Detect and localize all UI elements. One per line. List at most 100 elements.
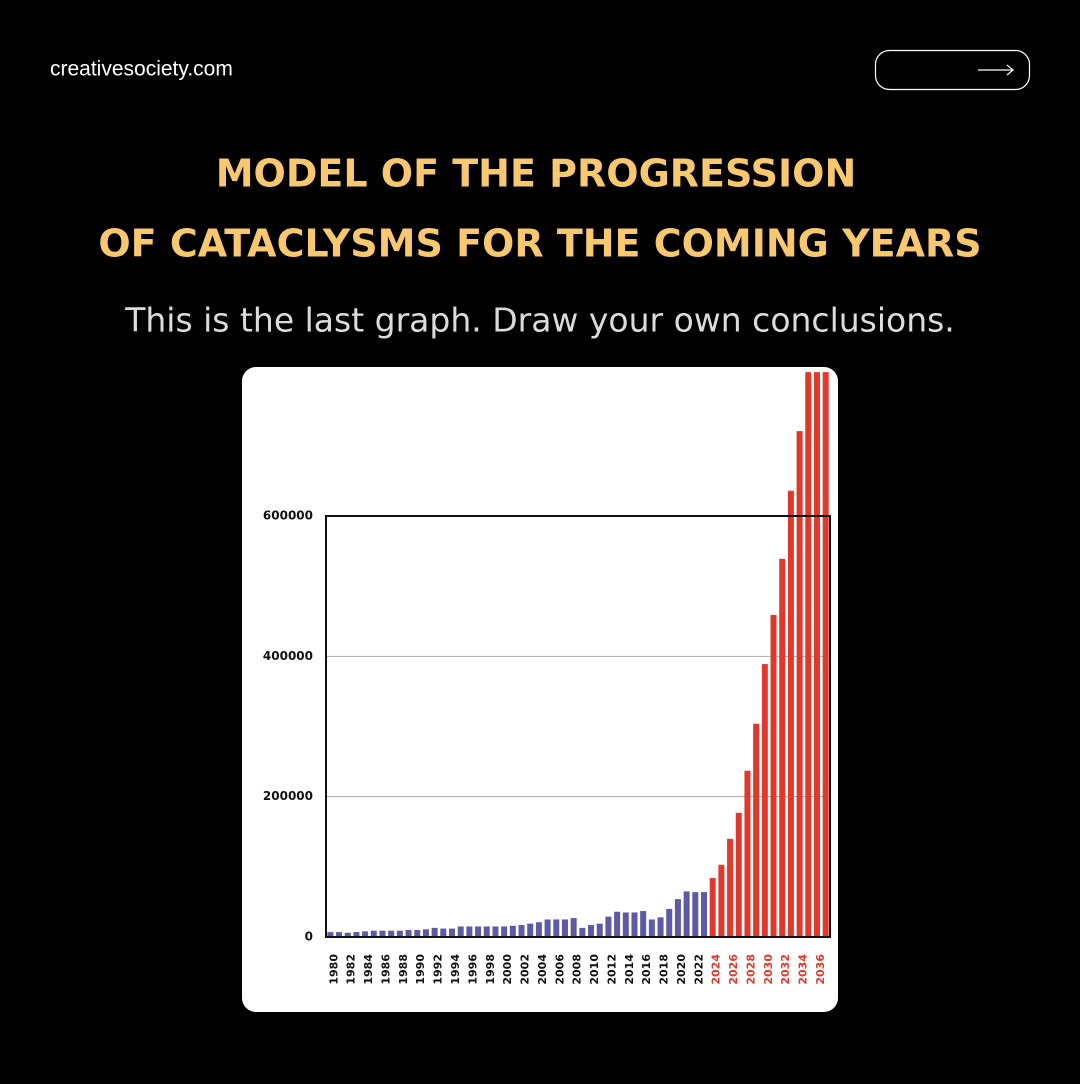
bar	[709, 878, 716, 937]
x-tick-label: 1988	[397, 954, 410, 985]
bar	[518, 925, 525, 937]
bar	[466, 926, 473, 937]
x-tick-label: 1992	[432, 954, 445, 985]
bar	[501, 926, 508, 937]
bar	[553, 919, 560, 937]
bar	[666, 908, 673, 937]
bar	[787, 490, 794, 937]
bar	[440, 928, 447, 937]
bar	[370, 930, 377, 937]
bar	[622, 912, 629, 937]
title-line: MODEL OF THE PROGRESSION	[216, 152, 857, 196]
bar	[509, 925, 516, 937]
site-name: creativesociety.com	[50, 58, 233, 81]
bar	[561, 919, 568, 937]
bar	[336, 932, 343, 937]
bar	[327, 932, 334, 937]
bar	[692, 892, 699, 937]
bar	[379, 930, 386, 937]
x-tick-label: 2014	[623, 954, 636, 985]
bar	[588, 925, 595, 937]
bar	[483, 926, 490, 937]
x-tick-label: 2010	[588, 954, 601, 985]
bar	[744, 770, 751, 937]
plot-frame	[325, 515, 831, 938]
bar	[779, 558, 786, 937]
bar	[422, 929, 429, 937]
x-tick-label: 2002	[519, 954, 532, 985]
x-tick-label: 2032	[779, 954, 792, 985]
x-tick-label: 1996	[466, 954, 479, 985]
bar	[396, 930, 403, 937]
bar	[822, 372, 829, 937]
bar	[457, 926, 464, 937]
y-tick-label: 200000	[263, 789, 313, 803]
x-tick-label: 1994	[449, 954, 462, 985]
bar	[362, 931, 369, 937]
y-tick-label: 600000	[263, 509, 313, 523]
x-tick-label: 1990	[414, 954, 427, 985]
y-tick-label: 400000	[263, 649, 313, 663]
x-tick-label: 1980	[327, 954, 340, 985]
bar	[770, 614, 777, 937]
bar	[405, 929, 412, 937]
bar	[683, 891, 690, 937]
subtitle: This is the last graph. Draw your own co…	[124, 301, 955, 340]
bar	[631, 912, 638, 937]
x-tick-label: 1986	[379, 954, 392, 985]
bar	[431, 927, 438, 937]
plot: 0 200000 400000 600000 1980 1982 1984 1986 1988 1…	[263, 372, 831, 985]
x-tick-label: 2020	[675, 954, 688, 985]
bar	[674, 899, 681, 937]
bar	[544, 919, 551, 937]
x-tick-label: 2016	[640, 954, 653, 985]
bar	[614, 911, 621, 937]
bar	[344, 932, 351, 937]
bar	[796, 431, 803, 937]
bar	[805, 372, 812, 937]
bar	[648, 919, 655, 937]
x-tick-label: 2004	[536, 954, 549, 985]
title-line: OF CATACLYSMS FOR THE COMING YEARS	[98, 222, 981, 266]
bar	[353, 932, 360, 937]
bar	[570, 918, 577, 937]
x-tick-label: 2034	[797, 954, 810, 985]
x-tick-label: 2036	[814, 954, 827, 985]
x-tick-label: 2022	[692, 954, 705, 985]
x-tick-label: 1982	[345, 954, 358, 985]
bar	[735, 812, 742, 937]
x-tick-label: 2006	[553, 954, 566, 985]
x-tick-label: 1998	[484, 954, 497, 985]
bar	[727, 838, 734, 937]
y-tick-label: 0	[305, 930, 313, 944]
x-tick-label: 2008	[571, 954, 584, 985]
bar	[596, 923, 603, 937]
bar	[761, 664, 768, 937]
bar	[813, 372, 820, 937]
bar	[414, 929, 421, 937]
bar	[718, 864, 725, 937]
x-tick-label: 1984	[362, 954, 375, 985]
bar	[605, 916, 612, 937]
bar	[753, 723, 760, 937]
bar	[657, 917, 664, 937]
chart-card	[242, 367, 838, 1012]
x-tick-label: 2024	[710, 954, 723, 985]
bar	[527, 923, 534, 937]
bar	[449, 928, 455, 937]
x-tick-label: 2012	[605, 954, 618, 985]
bar	[492, 926, 499, 937]
next-button[interactable]	[874, 49, 1031, 91]
bar	[388, 930, 395, 937]
bar	[579, 927, 586, 937]
bar	[640, 911, 647, 937]
bar	[535, 922, 542, 937]
arrow-icon	[978, 64, 1014, 76]
x-tick-label: 2026	[727, 954, 740, 985]
x-tick-label: 2028	[744, 954, 757, 985]
x-tick-label: 2030	[762, 954, 775, 985]
bar	[701, 892, 707, 937]
x-tick-label: 2000	[501, 954, 514, 985]
